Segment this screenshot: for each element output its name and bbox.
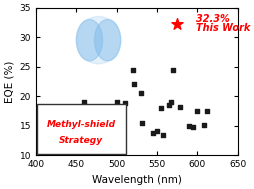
Point xyxy=(114,101,118,104)
Point xyxy=(122,102,126,105)
Text: This Work: This Work xyxy=(195,23,249,33)
Text: 32.3%: 32.3% xyxy=(195,15,229,25)
Point xyxy=(161,133,165,136)
Point xyxy=(201,123,205,126)
FancyBboxPatch shape xyxy=(37,104,125,154)
Point xyxy=(140,121,144,124)
X-axis label: Wavelength (nm): Wavelength (nm) xyxy=(91,175,181,185)
Point xyxy=(174,22,179,25)
Point xyxy=(166,104,170,107)
Point xyxy=(132,83,136,86)
Point xyxy=(190,125,195,129)
Ellipse shape xyxy=(76,16,120,64)
Point xyxy=(195,110,199,113)
Ellipse shape xyxy=(76,19,102,61)
Point xyxy=(170,68,174,71)
Point xyxy=(82,101,86,104)
Point xyxy=(158,107,162,110)
Point xyxy=(186,124,190,127)
Ellipse shape xyxy=(94,19,120,61)
Text: Methyl-shield: Methyl-shield xyxy=(47,120,116,129)
Point xyxy=(138,92,142,95)
Text: Strategy: Strategy xyxy=(59,136,103,145)
Point xyxy=(169,101,173,104)
Point xyxy=(177,105,181,108)
Point xyxy=(130,68,134,71)
Point xyxy=(150,131,154,134)
Point xyxy=(88,105,92,108)
Point xyxy=(204,110,208,113)
Point xyxy=(154,129,158,132)
Y-axis label: EQE (%): EQE (%) xyxy=(4,60,14,103)
